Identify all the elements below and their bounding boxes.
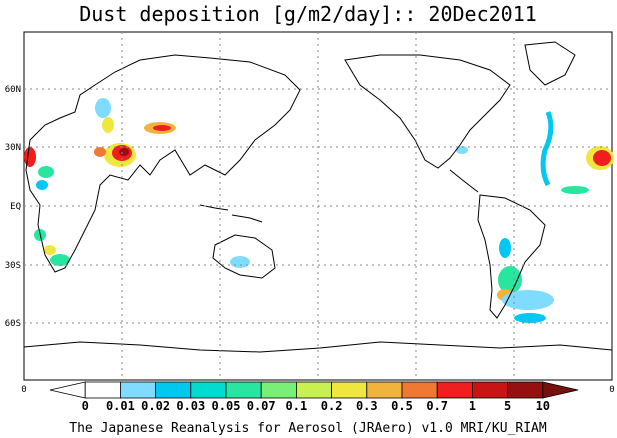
- colorbar-label: 0.5: [391, 399, 413, 413]
- dust-patch: [50, 254, 70, 266]
- grid: [24, 32, 612, 380]
- colorbar-label: 0: [82, 399, 89, 413]
- lon-label-right: 0: [609, 385, 614, 395]
- dust-patch: [593, 150, 611, 166]
- lat-label: 30N: [5, 143, 21, 153]
- dust-patch: [24, 147, 36, 167]
- colorbar-segment: [49, 381, 86, 399]
- colorbar-segment: [366, 381, 403, 399]
- colorbar-segment: [507, 381, 544, 399]
- colorbar-label: 0.7: [426, 399, 448, 413]
- dust-patch: [119, 148, 129, 156]
- dust-patch: [38, 166, 54, 178]
- colorbar: 0 0.01 0.02 0.03 0.05 0.07 0.1 0.2 0.3 0.5 0.7 1 5 10: [49, 381, 579, 413]
- colorbar-label: 0.3: [356, 399, 378, 413]
- colorbar-segment: [190, 381, 227, 399]
- colorbar-segment: [295, 381, 332, 399]
- lat-label: 30S: [5, 261, 21, 271]
- footer-caption: The Japanese Reanalysis for Aerosol (JRA…: [69, 421, 547, 436]
- colorbar-segment: [471, 381, 508, 399]
- dust-patch: [514, 313, 546, 323]
- colorbar-segment: [155, 381, 192, 399]
- dust-patches: [24, 98, 614, 323]
- coastline-north-america: [344, 54, 511, 169]
- colorbar-segment: [401, 381, 438, 399]
- dust-patch: [230, 256, 250, 268]
- coastline-australia: [212, 234, 276, 279]
- colorbar-segment: [542, 381, 579, 399]
- dust-patch: [95, 98, 111, 118]
- colorbar-label: 0.05: [212, 399, 241, 413]
- colorbar-label: 0.02: [141, 399, 170, 413]
- colorbar-segment: [120, 381, 157, 399]
- coastline-indonesia: [231, 214, 263, 223]
- dust-patch: [36, 180, 48, 190]
- dust-patch: [499, 238, 511, 258]
- dust-patch: [94, 147, 106, 157]
- coastline-central-america: [449, 169, 479, 193]
- dust-patch: [540, 111, 554, 187]
- dust-patch: [153, 125, 171, 131]
- colorbar-label: 0.2: [321, 399, 343, 413]
- colorbar-segment: [225, 381, 262, 399]
- lat-labels: 60N 30N EQ 30S 60S: [5, 85, 21, 329]
- colorbar-label: 5: [504, 399, 511, 413]
- dust-patch: [498, 266, 522, 294]
- coastline-eurasia-africa: [25, 54, 301, 273]
- colorbar-label: 1: [469, 399, 476, 413]
- colorbar-label: 0.1: [286, 399, 308, 413]
- dust-patch: [502, 290, 554, 310]
- colorbar-segment: [260, 381, 297, 399]
- colorbar-label: 0.07: [247, 399, 276, 413]
- colorbar-segment: [331, 381, 368, 399]
- colorbar-segment: [84, 381, 121, 399]
- dust-patch: [102, 117, 114, 133]
- dust-patch: [456, 146, 468, 154]
- colorbar-label: 0.01: [106, 399, 135, 413]
- lat-label: EQ: [10, 202, 21, 212]
- colorbar-segment: [436, 381, 473, 399]
- coastline-south-america: [477, 194, 546, 319]
- lat-label: 60N: [5, 85, 21, 95]
- coastlines: [23, 41, 613, 353]
- dust-patch: [561, 186, 589, 194]
- lon-label-left: 0: [21, 385, 26, 395]
- colorbar-label: 0.03: [176, 399, 205, 413]
- dust-patch: [44, 245, 56, 255]
- lon-labels: 0 0: [21, 385, 614, 395]
- coastline-antarctica: [23, 341, 613, 353]
- lat-label: 60S: [5, 319, 21, 329]
- coastline-greenland: [524, 41, 576, 86]
- colorbar-label: 10: [536, 399, 550, 413]
- map-area: 60N 30N EQ 30S 60S 0 0: [5, 31, 615, 395]
- map-title: Dust deposition [g/m2/day]:: 20Dec2011: [79, 2, 537, 26]
